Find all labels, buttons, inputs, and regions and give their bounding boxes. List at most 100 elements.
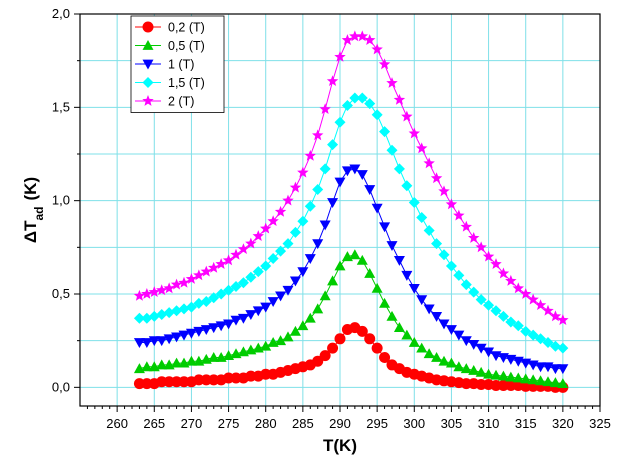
data-point <box>549 340 561 352</box>
data-point <box>289 325 301 336</box>
x-tick-label: 320 <box>552 416 574 431</box>
data-point <box>379 126 391 138</box>
x-tick-label: 310 <box>478 416 500 431</box>
data-point <box>141 312 153 324</box>
data-point <box>237 313 249 324</box>
data-point <box>334 333 346 345</box>
data-point <box>520 325 532 337</box>
data-point <box>482 250 495 262</box>
data-point <box>527 374 539 385</box>
data-point <box>438 319 450 330</box>
x-tick-label: 325 <box>589 416 611 431</box>
legend-label: 0,5 (T) <box>168 39 205 53</box>
data-point <box>349 92 361 104</box>
data-point <box>260 340 272 351</box>
data-point <box>200 265 212 277</box>
data-point <box>423 304 435 315</box>
data-point <box>431 351 443 362</box>
data-point <box>185 273 198 284</box>
data-point <box>557 364 569 375</box>
data-point <box>252 306 264 317</box>
data-point <box>319 163 331 175</box>
data-point <box>386 310 398 321</box>
data-point <box>312 183 324 195</box>
data-point <box>371 282 383 293</box>
data-point <box>148 310 160 322</box>
data-point <box>408 337 420 347</box>
data-point <box>185 328 197 339</box>
data-point <box>475 241 487 253</box>
data-point <box>505 371 517 382</box>
data-point <box>364 333 376 345</box>
data-point <box>171 332 183 343</box>
series-2 <box>133 164 569 375</box>
data-point <box>156 284 168 296</box>
data-point <box>356 92 368 104</box>
data-point <box>364 98 376 110</box>
data-point <box>393 163 405 175</box>
data-point <box>289 226 301 238</box>
data-point <box>475 366 487 377</box>
data-point <box>453 209 465 221</box>
data-point <box>171 305 183 317</box>
x-tick-label: 290 <box>329 416 351 431</box>
data-point <box>505 274 517 286</box>
data-point <box>267 297 279 307</box>
x-tick-label: 315 <box>515 416 537 431</box>
data-point <box>267 215 279 227</box>
data-point <box>468 232 480 243</box>
data-point <box>535 333 547 345</box>
data-point <box>512 282 524 294</box>
data-point <box>364 185 376 195</box>
data-point <box>171 357 183 368</box>
data-point <box>178 276 190 288</box>
series-line <box>139 254 563 385</box>
data-point <box>319 350 331 362</box>
data-point <box>379 297 391 308</box>
data-point <box>275 291 287 302</box>
data-point <box>304 200 316 212</box>
data-point <box>237 243 250 255</box>
data-point <box>193 297 205 309</box>
x-tick-label: 280 <box>255 416 277 431</box>
data-point <box>133 312 145 324</box>
data-point <box>327 139 339 151</box>
data-point <box>148 336 160 347</box>
data-point <box>215 288 227 300</box>
data-point <box>386 77 398 88</box>
x-tick-label: 260 <box>106 416 128 431</box>
data-point <box>208 323 220 334</box>
data-point <box>141 288 153 299</box>
legend-marker <box>142 77 154 88</box>
data-point <box>483 299 495 311</box>
data-point <box>453 330 465 341</box>
data-point <box>483 368 495 379</box>
data-point <box>445 357 457 368</box>
x-tick-label: 300 <box>403 416 425 431</box>
data-point <box>393 93 406 105</box>
data-point <box>416 211 428 223</box>
legend-item: 2 (T) <box>135 95 194 109</box>
data-point <box>133 289 146 301</box>
data-point <box>274 205 287 217</box>
data-point <box>208 261 220 273</box>
data-point <box>185 301 197 313</box>
legend-item: 1 (T) <box>135 58 194 72</box>
data-point <box>245 237 257 249</box>
data-point <box>542 304 554 316</box>
data-point <box>327 275 339 286</box>
data-point <box>549 310 562 322</box>
data-point <box>535 362 547 373</box>
data-point <box>505 316 517 328</box>
data-point <box>408 127 420 139</box>
legend-label: 1,5 (T) <box>168 76 205 90</box>
data-point <box>319 290 331 301</box>
data-point <box>208 292 220 304</box>
data-point <box>497 267 510 279</box>
data-point <box>416 342 428 353</box>
data-point <box>497 310 509 322</box>
data-point <box>408 284 420 294</box>
data-point <box>416 142 428 154</box>
data-point <box>416 295 428 306</box>
data-point <box>200 295 212 307</box>
